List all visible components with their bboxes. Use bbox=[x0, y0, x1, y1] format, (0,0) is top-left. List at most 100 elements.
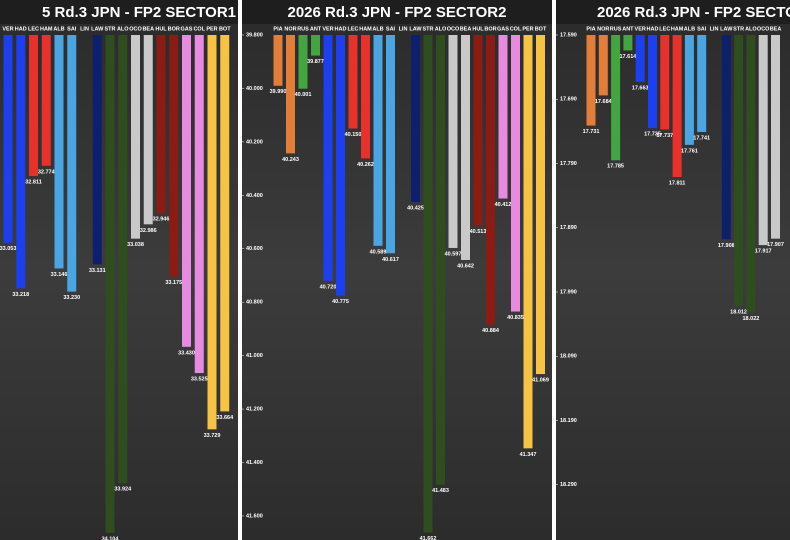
value-label: 40.720 bbox=[320, 284, 337, 290]
value-label: 40.412 bbox=[495, 202, 512, 208]
title-band bbox=[0, 0, 238, 24]
x-tick-label: COL bbox=[193, 26, 205, 32]
bar bbox=[436, 35, 445, 485]
bar bbox=[611, 35, 621, 161]
x-tick-label: BOR bbox=[168, 26, 180, 32]
bar bbox=[273, 35, 283, 86]
x-tick-label: ALB bbox=[684, 26, 695, 32]
bar bbox=[182, 35, 191, 347]
y-tick-label: 18.090 bbox=[560, 354, 577, 360]
x-tick-label: BOT bbox=[219, 26, 231, 32]
value-label: 17.761 bbox=[681, 148, 698, 154]
x-tick-label: RUS bbox=[610, 26, 622, 32]
bar bbox=[697, 35, 707, 133]
x-tick-label: HAD bbox=[335, 26, 347, 32]
x-tick-label: HAD bbox=[647, 26, 659, 32]
bar bbox=[448, 35, 458, 248]
value-label: 41.483 bbox=[432, 488, 449, 494]
x-tick-label: HAM bbox=[359, 26, 372, 32]
value-label: 32.946 bbox=[153, 217, 170, 223]
value-label: 33.729 bbox=[204, 433, 221, 439]
value-label: 17.811 bbox=[669, 180, 686, 186]
y-tick-label: 40.200 bbox=[246, 139, 263, 145]
x-tick-label: BOR bbox=[484, 26, 496, 32]
bar bbox=[41, 35, 51, 166]
bar bbox=[771, 35, 780, 239]
x-tick-label: LEC bbox=[348, 26, 359, 32]
value-label: 40.150 bbox=[345, 132, 362, 138]
bar bbox=[118, 35, 128, 484]
x-tick-label: LAW bbox=[720, 26, 733, 32]
x-tick-label: SAI bbox=[386, 26, 396, 32]
bar bbox=[523, 35, 533, 449]
x-tick-label: LAW bbox=[409, 26, 422, 32]
bar bbox=[92, 35, 102, 265]
x-tick-label: COL bbox=[510, 26, 522, 32]
y-tick-label: 17.790 bbox=[560, 161, 577, 167]
bar bbox=[586, 35, 596, 126]
x-tick-label: LEC bbox=[28, 26, 39, 32]
bar bbox=[498, 35, 508, 199]
bar bbox=[684, 35, 694, 145]
value-label: 40.835 bbox=[507, 315, 524, 321]
x-tick-label: LEC bbox=[659, 26, 670, 32]
bar bbox=[29, 35, 38, 177]
value-label: 40.617 bbox=[382, 257, 399, 263]
bar bbox=[461, 35, 470, 260]
value-label: 33.038 bbox=[127, 242, 144, 248]
x-tick-label: OCO bbox=[129, 26, 142, 32]
x-tick-label: ALB bbox=[372, 26, 383, 32]
bar bbox=[473, 35, 483, 226]
x-tick-label: VER bbox=[322, 26, 333, 32]
value-label: 40.425 bbox=[407, 205, 424, 211]
value-label: 40.589 bbox=[370, 249, 387, 255]
value-label: 33.525 bbox=[191, 376, 208, 382]
bar bbox=[323, 35, 333, 281]
x-tick-label: PIA bbox=[586, 26, 595, 32]
value-label: 33.146 bbox=[51, 272, 68, 278]
value-label: 33.131 bbox=[89, 268, 106, 274]
bar bbox=[156, 35, 166, 214]
bar bbox=[386, 35, 395, 254]
value-label: 40.513 bbox=[470, 229, 487, 235]
value-label: 33.430 bbox=[178, 350, 195, 356]
value-label: 17.684 bbox=[595, 99, 613, 105]
x-tick-label: HAM bbox=[40, 26, 53, 32]
x-tick-label: OCO bbox=[757, 26, 770, 32]
x-tick-label: GAS bbox=[497, 26, 509, 32]
x-tick-label: ANT bbox=[622, 26, 634, 32]
value-label: 33.230 bbox=[63, 295, 80, 301]
x-tick-label: VER bbox=[2, 26, 13, 32]
y-tick-label: 39.800 bbox=[246, 32, 263, 38]
y-tick-label: 40.800 bbox=[246, 300, 263, 306]
bar bbox=[672, 35, 682, 177]
value-label: 17.614 bbox=[619, 54, 637, 60]
x-tick-label: PIA bbox=[273, 26, 282, 32]
y-tick-label: 40.600 bbox=[246, 246, 263, 252]
x-tick-label: LAW bbox=[91, 26, 104, 32]
y-tick-label: 41.600 bbox=[246, 513, 263, 519]
bar bbox=[3, 35, 13, 243]
chart-title: 2026 Rd.3 JPN - FP2 SECTO bbox=[597, 4, 790, 21]
value-label: 39.877 bbox=[307, 59, 324, 65]
bar bbox=[598, 35, 608, 96]
value-label: 40.597 bbox=[445, 251, 462, 257]
x-tick-label: NOR bbox=[597, 26, 609, 32]
value-label: 17.735 bbox=[644, 132, 661, 138]
bar bbox=[105, 35, 115, 533]
bar bbox=[298, 35, 308, 89]
x-tick-label: ALO bbox=[745, 26, 757, 32]
chart-panel: 2026 Rd.3 JPN - FP2 SECTOR2 39.800 40.000 4… bbox=[242, 0, 552, 540]
y-tick-label: 17.890 bbox=[560, 225, 577, 231]
value-label: 17.663 bbox=[632, 85, 649, 91]
value-label: 18.012 bbox=[730, 310, 747, 316]
value-label: 32.986 bbox=[140, 228, 157, 234]
title-band bbox=[242, 0, 552, 24]
x-tick-label: ALO bbox=[435, 26, 447, 32]
x-tick-label: HAD bbox=[15, 26, 27, 32]
x-tick-label: SAI bbox=[697, 26, 707, 32]
value-label: 33.218 bbox=[12, 292, 29, 298]
chart-title: 2026 Rd.3 JPN - FP2 SECTOR2 bbox=[288, 4, 507, 21]
value-label: 32.774 bbox=[38, 169, 56, 175]
value-label: 17.741 bbox=[693, 135, 710, 141]
